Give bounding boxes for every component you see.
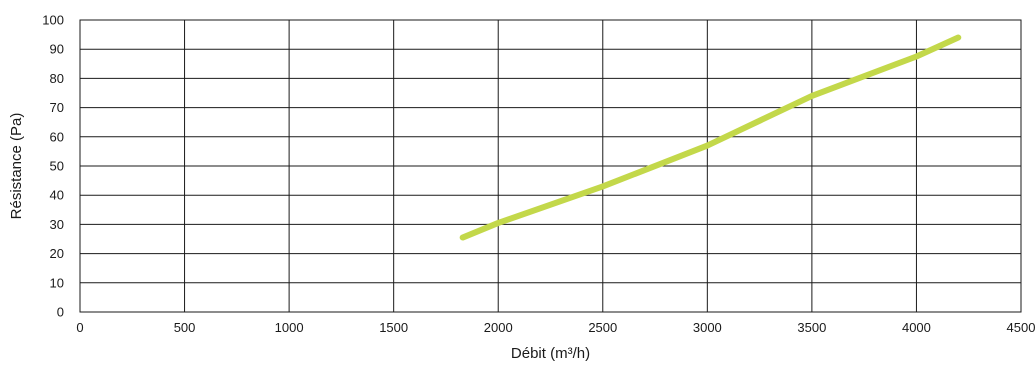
series-line [459, 34, 962, 241]
grid-lines [79, 19, 1022, 313]
y-tick-label: 30 [50, 217, 64, 232]
series-layer [459, 34, 962, 241]
y-axis-ticks: 0 10 20 30 40 50 60 70 80 90 100 [42, 13, 64, 320]
x-axis-ticks: 0 500 1000 1500 2000 2500 3000 3500 4000 4500 [76, 320, 1035, 335]
y-tick-label: 90 [50, 42, 64, 57]
y-tick-label: 50 [50, 159, 64, 174]
x-tick-label: 4500 [1007, 320, 1036, 335]
y-tick-label: 0 [57, 305, 64, 320]
y-tick-label: 80 [50, 71, 64, 86]
plot-frame [79, 19, 1022, 313]
x-tick-label: 1500 [379, 320, 408, 335]
x-tick-label: 500 [174, 320, 196, 335]
x-tick-label: 0 [76, 320, 83, 335]
x-tick-label: 2000 [484, 320, 513, 335]
y-tick-label: 70 [50, 100, 64, 115]
x-axis-label: Débit (m³/h) [511, 345, 590, 362]
x-tick-label: 2500 [588, 320, 617, 335]
y-tick-label: 10 [50, 275, 64, 290]
y-tick-label: 40 [50, 188, 64, 203]
x-tick-label: 3000 [693, 320, 722, 335]
y-tick-label: 20 [50, 246, 64, 261]
y-tick-label: 60 [50, 129, 64, 144]
x-tick-label: 1000 [275, 320, 304, 335]
x-tick-label: 4000 [902, 320, 931, 335]
x-tick-label: 3500 [797, 320, 826, 335]
y-tick-label: 100 [42, 13, 64, 28]
y-axis-label: Résistance (Pa) [8, 113, 25, 220]
